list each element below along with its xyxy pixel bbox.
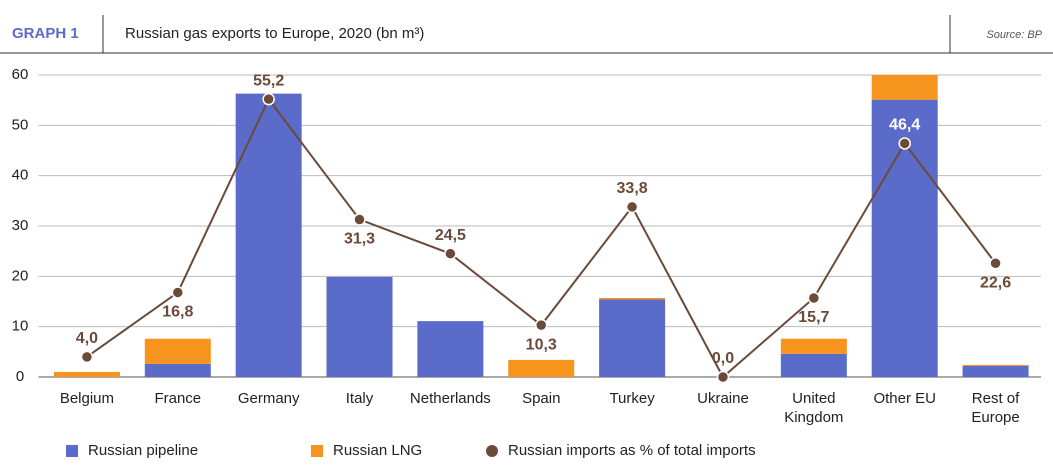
legend-label: Russian pipeline: [88, 442, 198, 459]
y-tick-label: 60: [12, 66, 29, 83]
point: [171, 286, 185, 299]
x-tick-label: Turkey: [609, 390, 655, 407]
bar-segment: [780, 338, 847, 354]
bar-segment: [417, 321, 484, 377]
data-label: 55,2: [253, 72, 284, 89]
x-tick-label: Germany: [237, 390, 300, 407]
y-tick-label: 40: [12, 167, 29, 184]
point: [989, 256, 1002, 270]
point: [625, 200, 639, 214]
bar-segment: [53, 371, 120, 377]
chart-title: Russian gas exports to Europe, 2020 (bn …: [125, 25, 424, 42]
data-label: 33,8: [617, 180, 648, 197]
point: [898, 137, 911, 150]
x-tick-label: United Kingdom: [784, 390, 844, 426]
point: [716, 370, 730, 384]
bar-segment: [780, 353, 847, 377]
legend-swatch: [311, 445, 323, 457]
bar-segment: [144, 363, 211, 377]
bar-segment: [599, 299, 666, 377]
x-tick-label: Rest of Europe: [971, 390, 1020, 426]
x-tick-label: France: [154, 390, 202, 407]
graph-label: GRAPH 1: [12, 25, 79, 42]
point: [262, 92, 275, 106]
legend-label: Russian imports as % of total imports: [508, 442, 756, 459]
data-label: 46,4: [889, 117, 920, 134]
bar-segment: [962, 365, 1029, 377]
bar-segment: [871, 75, 938, 100]
y-tick-label: 10: [12, 318, 29, 335]
legend-swatch: [486, 445, 498, 457]
data-label: 10,3: [526, 336, 557, 353]
point: [535, 318, 548, 332]
bar-segment: [326, 276, 393, 377]
x-tick-label: Spain: [522, 390, 561, 407]
legend-label: Russian LNG: [333, 442, 422, 459]
point: [80, 350, 94, 364]
data-label: 15,7: [798, 309, 829, 326]
source: Source: BP: [986, 29, 1042, 41]
data-label: 24,5: [435, 227, 466, 244]
x-tick-label: Italy: [345, 390, 374, 407]
data-label: 0,0: [712, 350, 734, 367]
point: [353, 213, 366, 226]
data-label: 16,8: [162, 304, 193, 321]
data-label: 4,0: [76, 330, 98, 347]
bar-segment: [235, 93, 302, 377]
bar-segment: [508, 359, 575, 377]
y-tick-label: 20: [12, 267, 29, 284]
y-tick-label: 30: [12, 217, 29, 234]
point: [444, 247, 457, 260]
y-tick-label: 50: [12, 116, 29, 133]
bar-segment: [962, 364, 1029, 366]
y-tick-label: 0: [16, 368, 24, 385]
x-tick-label: Belgium: [59, 390, 115, 407]
x-tick-label: Netherlands: [409, 390, 491, 407]
data-label: 22,6: [980, 274, 1011, 291]
x-tick-label: Ukraine: [697, 390, 749, 407]
x-tick-label: Other EU: [873, 390, 936, 407]
bar-segment: [144, 338, 211, 364]
point: [807, 291, 821, 305]
legend-swatch: [66, 445, 78, 457]
data-label: 31,3: [344, 231, 375, 248]
line: [86, 97, 997, 379]
bar-segment: [599, 297, 666, 300]
